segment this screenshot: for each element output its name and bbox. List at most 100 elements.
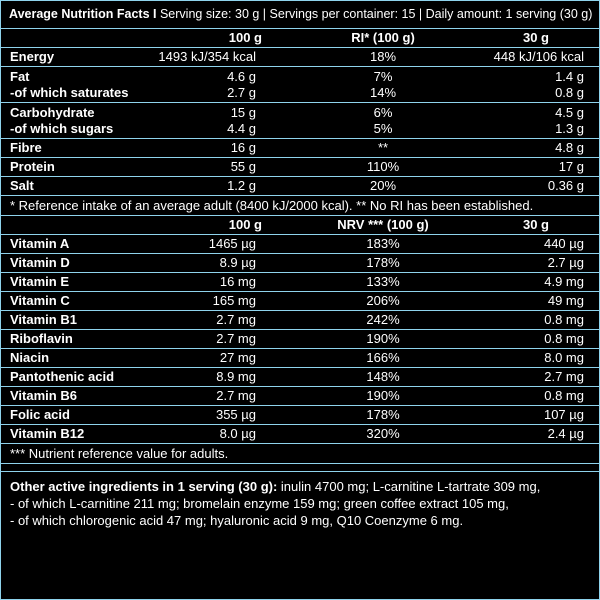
- col-nrv: NRV *** (100 g): [337, 217, 429, 232]
- row-value-serving: 17 g: [558, 159, 584, 174]
- row-value-percent: 183%: [366, 236, 400, 251]
- other-ingredients-line1: inulin 4700 mg; L-carnitine L-tartrate 3…: [277, 479, 541, 494]
- nutrition-column-header: 100 g RI* (100 g) 30 g: [1, 29, 599, 48]
- row-label: Vitamin C: [10, 293, 70, 308]
- table-row: Vitamin B1 2.7 mg 242% 0.8 mg: [1, 311, 599, 330]
- row-value-100g: 16 mg: [219, 274, 256, 289]
- row-value-percent: 190%: [366, 388, 400, 403]
- row-label: Pantothenic acid: [10, 369, 115, 384]
- col-ri: RI* (100 g): [351, 30, 415, 45]
- row-value-serving: 2.7 µg: [547, 255, 584, 270]
- col-30g: 30 g: [522, 30, 549, 45]
- row-value-serving: 4.9 mg: [544, 274, 584, 289]
- row-value-percent: 190%: [366, 331, 400, 346]
- row-label: Folic acid: [10, 407, 70, 422]
- row-label: Vitamin B1: [10, 312, 77, 327]
- row-value-serving: 0.36 g: [547, 178, 584, 193]
- row-value-100g: 1465 µg: [208, 236, 256, 251]
- row-value-100g: 2.7 mg: [216, 388, 256, 403]
- row-value-serving: 2.4 µg: [547, 426, 584, 441]
- row-label: Vitamin B12: [10, 426, 85, 441]
- row-value-100g: 55 g: [230, 159, 256, 174]
- row-value-100g: 27 mg: [219, 350, 256, 365]
- row-value-percent: 206%: [366, 293, 400, 308]
- row-value-100g: 1493 kJ/354 kcal: [158, 49, 256, 64]
- row-value-serving: 440 µg: [543, 236, 584, 251]
- row-value-percent: 178%: [366, 407, 400, 422]
- row-value: 1.4 g: [555, 69, 584, 84]
- row-value-serving: 0.8 mg: [544, 331, 584, 346]
- row-value-percent: 178%: [366, 255, 400, 270]
- nutrition-rows: Energy 1493 kJ/354 kcal 18% 448 kJ/106 kcal…: [1, 48, 599, 196]
- row-subvalue: 0.8 g: [555, 85, 584, 100]
- row-value-serving: 107 µg: [543, 407, 584, 422]
- row-value-100g: 165 mg: [212, 293, 256, 308]
- other-ingredients-line2: - of which L-carnitine 211 mg; bromelain…: [10, 496, 509, 511]
- table-row: Fibre 16 g ** 4.8 g: [1, 139, 599, 158]
- table-row: Vitamin C 165 mg 206% 49 mg: [1, 292, 599, 311]
- other-ingredients-label: Other active ingredients in 1 serving (3…: [10, 479, 278, 494]
- table-row: Riboflavin 2.7 mg 190% 0.8 mg: [1, 330, 599, 349]
- row-value-percent: 242%: [366, 312, 400, 327]
- row-label: Carbohydrate: [10, 105, 95, 120]
- row-label: Fibre: [10, 140, 42, 155]
- row-value: 4.6 g: [227, 69, 256, 84]
- row-value-serving: 4.8 g: [555, 140, 584, 155]
- table-row: Fat -of which saturates 4.6 g 2.7 g 7% 14% 1.4…: [1, 67, 599, 103]
- row-value-serving: 2.7 mg: [544, 369, 584, 384]
- row-value-100g: 1.2 g: [227, 178, 256, 193]
- row-label: Fat: [10, 69, 30, 84]
- col-100g: 100 g: [228, 217, 262, 232]
- row-value-serving: 448 kJ/106 kcal: [493, 49, 584, 64]
- row-value-100g: 355 µg: [215, 407, 256, 422]
- row-value-serving: 8.0 mg: [544, 350, 584, 365]
- row-label: Vitamin B6: [10, 388, 77, 403]
- row-value-100g: 8.0 µg: [219, 426, 256, 441]
- vitamin-rows: Vitamin A 1465 µg 183% 440 µg Vitamin D 8.9 µ…: [1, 235, 599, 444]
- row-label: Riboflavin: [10, 331, 73, 346]
- row-value-percent: **: [377, 140, 389, 155]
- row-value-100g: 2.7 mg: [216, 312, 256, 327]
- row-sublabel: -of which saturates: [10, 85, 129, 100]
- row-label: Vitamin E: [10, 274, 70, 289]
- table-row: Vitamin A 1465 µg 183% 440 µg: [1, 235, 599, 254]
- row-value-serving: 0.8 mg: [544, 388, 584, 403]
- row-value-percent: 320%: [366, 426, 400, 441]
- row-subvalue: 14%: [369, 85, 397, 100]
- facts-header: Average Nutrition Facts I Serving size: …: [1, 1, 599, 29]
- row-label: Protein: [10, 159, 55, 174]
- other-ingredients-line3: - of which chlorogenic acid 47 mg; hyalu…: [10, 513, 464, 528]
- table-row: Folic acid 355 µg 178% 107 µg: [1, 406, 599, 425]
- row-value-percent: 148%: [366, 369, 400, 384]
- row-sublabel: -of which sugars: [10, 121, 114, 136]
- ri-footnote: * Reference intake of an average adult (…: [1, 196, 599, 216]
- table-row: Vitamin D 8.9 µg 178% 2.7 µg: [1, 254, 599, 273]
- row-value-100g: 8.9 mg: [216, 369, 256, 384]
- table-row: Protein 55 g 110% 17 g: [1, 158, 599, 177]
- row-value: 6%: [373, 105, 393, 120]
- row-label: Salt: [10, 178, 34, 193]
- section-divider: [1, 464, 599, 472]
- row-value-percent: 110%: [366, 159, 400, 174]
- table-row: Energy 1493 kJ/354 kcal 18% 448 kJ/106 kcal: [1, 48, 599, 67]
- row-value-100g: 2.7 mg: [216, 331, 256, 346]
- other-ingredients: Other active ingredients in 1 serving (3…: [1, 472, 599, 529]
- row-value-serving: 0.8 mg: [544, 312, 584, 327]
- table-row: Carbohydrate -of which sugars 15 g 4.4 g 6% 5…: [1, 103, 599, 139]
- row-label: Vitamin A: [10, 236, 70, 251]
- col-30g: 30 g: [522, 217, 549, 232]
- row-value-percent: 20%: [369, 178, 397, 193]
- row-label: Niacin: [10, 350, 50, 365]
- vitamin-column-header: 100 g NRV *** (100 g) 30 g: [1, 216, 599, 235]
- row-value-serving: 49 mg: [547, 293, 584, 308]
- table-row: Pantothenic acid 8.9 mg 148% 2.7 mg: [1, 368, 599, 387]
- table-row: Vitamin B12 8.0 µg 320% 2.4 µg: [1, 425, 599, 444]
- table-row: Vitamin B6 2.7 mg 190% 0.8 mg: [1, 387, 599, 406]
- row-subvalue: 2.7 g: [227, 85, 256, 100]
- col-100g: 100 g: [228, 30, 262, 45]
- row-value-percent: 133%: [366, 274, 400, 289]
- table-row: Vitamin E 16 mg 133% 4.9 mg: [1, 273, 599, 292]
- row-label: Energy: [10, 49, 55, 64]
- table-row: Niacin 27 mg 166% 8.0 mg: [1, 349, 599, 368]
